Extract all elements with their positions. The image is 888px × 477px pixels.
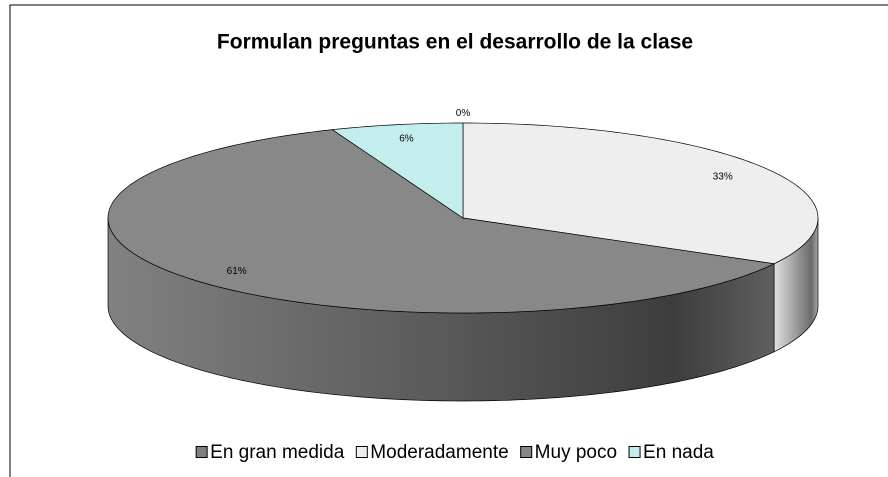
chart-title: Formulan preguntas en el desarrollo de l…: [217, 31, 693, 54]
legend-label: Moderadamente: [370, 442, 508, 463]
pie-slice: [107, 129, 776, 314]
pie-side-shade: [774, 218, 818, 352]
legend: En gran medida Moderadamente Muy poco En na…: [195, 442, 714, 463]
data-label: 33%: [713, 172, 733, 183]
data-label: 6%: [399, 133, 414, 144]
legend-label: En nada: [643, 442, 714, 463]
legend-swatch: [195, 446, 208, 458]
legend-label: En gran medida: [210, 442, 345, 463]
legend-swatch: [520, 446, 533, 458]
legend-swatch: [628, 446, 641, 458]
pie-slice: [331, 122, 464, 219]
legend-label: Muy poco: [535, 442, 617, 463]
legend-swatch: [355, 446, 368, 458]
data-label: 61%: [227, 266, 247, 277]
pie-slice: [462, 122, 819, 265]
pie-side-shade: [108, 218, 775, 401]
data-label: 0%: [456, 108, 471, 119]
